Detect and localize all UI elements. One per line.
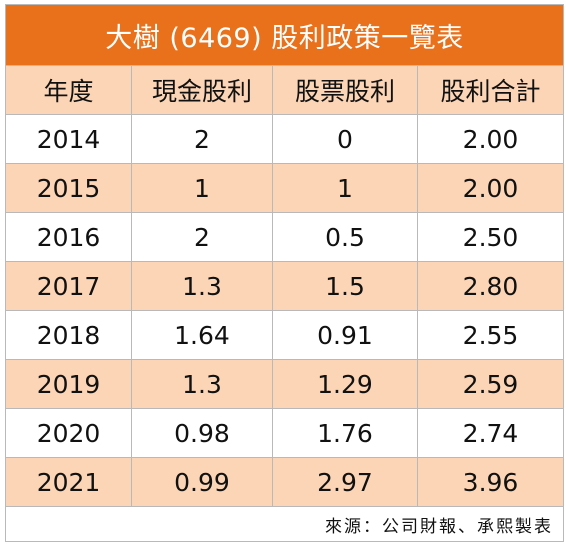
cell-cash-dividend: 2 <box>131 212 273 262</box>
column-header-cash-dividend: 現金股利 <box>131 65 273 115</box>
table-row: 2021 0.99 2.97 3.96 <box>5 457 565 507</box>
cell-cash-dividend: 0.99 <box>131 457 273 507</box>
cell-year: 2016 <box>5 212 132 262</box>
table-row: 2017 1.3 1.5 2.80 <box>5 261 565 311</box>
table-row: 2016 2 0.5 2.50 <box>5 212 565 262</box>
cell-cash-dividend: 1.3 <box>131 261 273 311</box>
cell-stock-dividend: 1.5 <box>272 261 418 311</box>
cell-total-dividend: 3.96 <box>416 457 565 507</box>
dividend-policy-table: 大樹 (6469) 股利政策一覽表 年度 現金股利 股票股利 股利合計 2014… <box>4 4 565 542</box>
column-header-year: 年度 <box>5 65 132 115</box>
cell-total-dividend: 2.00 <box>416 163 565 213</box>
cell-total-dividend: 2.55 <box>416 310 565 360</box>
cell-total-dividend: 2.00 <box>416 114 565 164</box>
cell-cash-dividend: 0.98 <box>131 408 273 458</box>
cell-total-dividend: 2.59 <box>416 359 565 409</box>
cell-stock-dividend: 0 <box>272 114 418 164</box>
source-note: 來源：公司財報、承熙製表 <box>4 506 565 542</box>
cell-cash-dividend: 1.64 <box>131 310 273 360</box>
cell-year: 2019 <box>5 359 132 409</box>
table-row: 2020 0.98 1.76 2.74 <box>5 408 565 458</box>
cell-cash-dividend: 1 <box>131 163 273 213</box>
cell-stock-dividend: 0.5 <box>272 212 418 262</box>
column-header-total-dividend: 股利合計 <box>416 65 565 115</box>
cell-stock-dividend: 0.91 <box>272 310 418 360</box>
cell-cash-dividend: 2 <box>131 114 273 164</box>
table-row: 2014 2 0 2.00 <box>5 114 565 164</box>
cell-total-dividend: 2.74 <box>416 408 565 458</box>
cell-year: 2015 <box>5 163 132 213</box>
header-row: 年度 現金股利 股票股利 股利合計 <box>5 65 565 115</box>
cell-year: 2018 <box>5 310 132 360</box>
title-row: 大樹 (6469) 股利政策一覽表 <box>4 4 565 66</box>
cell-stock-dividend: 2.97 <box>272 457 418 507</box>
cell-stock-dividend: 1 <box>272 163 418 213</box>
source-row: 來源：公司財報、承熙製表 <box>4 506 565 542</box>
cell-total-dividend: 2.80 <box>416 261 565 311</box>
table-title: 大樹 (6469) 股利政策一覽表 <box>4 4 565 66</box>
cell-year: 2021 <box>5 457 132 507</box>
cell-stock-dividend: 1.76 <box>272 408 418 458</box>
cell-year: 2014 <box>5 114 132 164</box>
table-row: 2018 1.64 0.91 2.55 <box>5 310 565 360</box>
column-header-stock-dividend: 股票股利 <box>272 65 418 115</box>
table-row: 2015 1 1 2.00 <box>5 163 565 213</box>
cell-stock-dividend: 1.29 <box>272 359 418 409</box>
cell-cash-dividend: 1.3 <box>131 359 273 409</box>
cell-total-dividend: 2.50 <box>416 212 565 262</box>
cell-year: 2020 <box>5 408 132 458</box>
table-row: 2019 1.3 1.29 2.59 <box>5 359 565 409</box>
cell-year: 2017 <box>5 261 132 311</box>
